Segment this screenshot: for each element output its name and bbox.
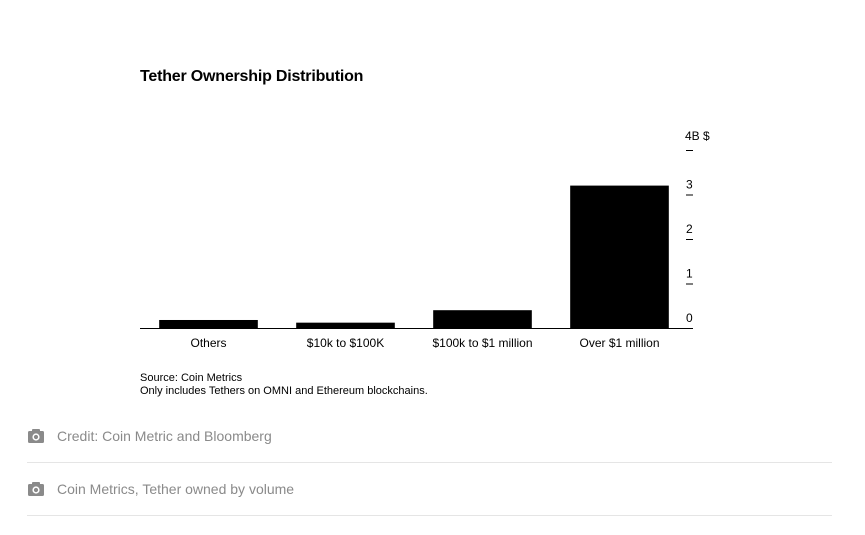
caption-text: Coin Metrics, Tether owned by volume [57, 481, 295, 497]
image-caption-row: Coin Metrics, Tether owned by volume [27, 463, 832, 516]
x-tick-label: $100k to $1 million [432, 336, 532, 350]
y-axis-unit-label: 4B $ [685, 129, 710, 143]
x-tick-label: $10k to $100K [307, 336, 384, 350]
x-tick-label: Others [190, 336, 226, 350]
bar [296, 322, 395, 328]
camera-icon [28, 482, 44, 496]
source-line: Source: Coin Metrics [140, 372, 243, 384]
chart-source: Source: Coin Metrics Only includes Tethe… [140, 372, 428, 398]
y-tick-label: 2 [686, 222, 693, 236]
y-tick-label: 1 [686, 267, 693, 281]
bar [570, 185, 669, 328]
image-credit-row: Credit: Coin Metric and Bloomberg [27, 410, 832, 463]
bar [433, 310, 532, 328]
bar [159, 319, 258, 328]
credit-text: Credit: Coin Metric and Bloomberg [57, 428, 272, 444]
x-tick-label: Over $1 million [579, 336, 659, 350]
camera-icon [28, 429, 44, 443]
source-note: Only includes Tethers on OMNI and Ethere… [140, 385, 428, 397]
y-tick-label: 0 [686, 311, 693, 325]
y-tick-label: 3 [686, 178, 693, 192]
chart-title: Tether Ownership Distribution [140, 68, 364, 85]
